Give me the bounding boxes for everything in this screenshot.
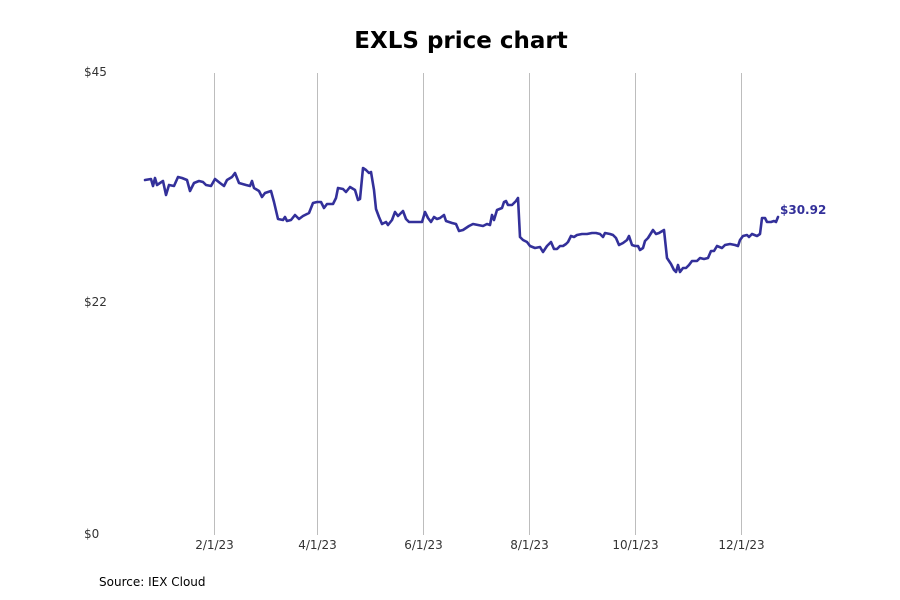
y-tick-label: $45 <box>84 65 107 79</box>
x-tick-label: 10/1/23 <box>612 538 659 552</box>
x-tick-label: 12/1/23 <box>718 538 765 552</box>
source-note: Source: IEX Cloud <box>99 575 206 589</box>
x-tick-label: 2/1/23 <box>195 538 234 552</box>
y-tick-label: $0 <box>84 527 100 541</box>
price-line <box>143 166 780 274</box>
last-price-label: $30.92 <box>780 203 827 217</box>
x-tick-label: 4/1/23 <box>298 538 337 552</box>
y-tick-label: $22 <box>84 295 107 309</box>
x-gridlines <box>214 73 742 535</box>
x-tick-label: 6/1/23 <box>404 538 443 552</box>
chart-title: EXLS price chart <box>354 28 568 54</box>
x-tick-label: 8/1/23 <box>510 538 549 552</box>
